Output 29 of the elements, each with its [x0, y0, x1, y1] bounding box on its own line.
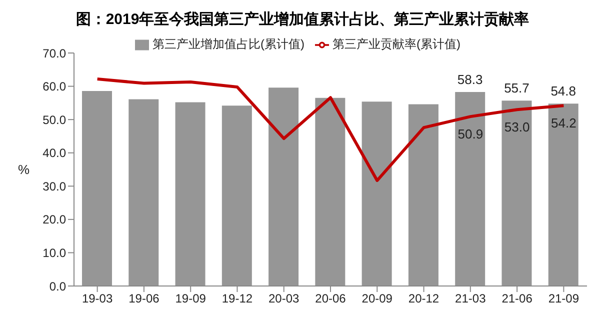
y-tick-label: 40.0	[42, 146, 66, 160]
x-tick-label: 20-09	[362, 292, 393, 306]
legend-label: 第三产业贡献率(累计值)	[332, 37, 460, 51]
data-label: 50.9	[458, 126, 484, 142]
y-tick-label: 60.0	[42, 80, 66, 94]
data-label: 55.7	[504, 80, 530, 96]
x-tick-label: 19-12	[222, 292, 253, 306]
x-tick-label: 20-03	[268, 292, 300, 306]
data-label: 53.0	[504, 120, 530, 135]
y-tick-label: 70.0	[42, 46, 66, 60]
y-tick-label: 30.0	[42, 179, 66, 194]
x-tick-label: 20-12	[408, 292, 440, 306]
x-tick-label: 21-03	[455, 292, 486, 306]
x-tick-label: 19-03	[82, 292, 113, 306]
chart-title: 图：2019年至今我国第三产业增加值累计占比、第三产业累计贡献率	[74, 10, 530, 30]
data-label: 54.8	[550, 84, 576, 99]
data-label: 58.3	[457, 72, 483, 87]
x-tick-label: 20-06	[315, 292, 346, 306]
x-tick-label: 21-06	[502, 292, 533, 306]
y-axis-title: %	[18, 162, 30, 178]
y-tick-label: 20.0	[42, 212, 66, 227]
y-tick-label: 50.0	[42, 112, 66, 127]
data-label: 54.2	[551, 116, 576, 131]
x-tick-label: 21-09	[548, 292, 580, 306]
x-tick-label: 19-09	[175, 292, 206, 306]
y-tick-label: 10.0	[42, 246, 66, 260]
y-tick-label: 0.0	[49, 279, 66, 294]
x-tick-label: 19-06	[128, 292, 160, 306]
legend-label: 第三产业增加值占比(累计值)	[152, 37, 304, 51]
